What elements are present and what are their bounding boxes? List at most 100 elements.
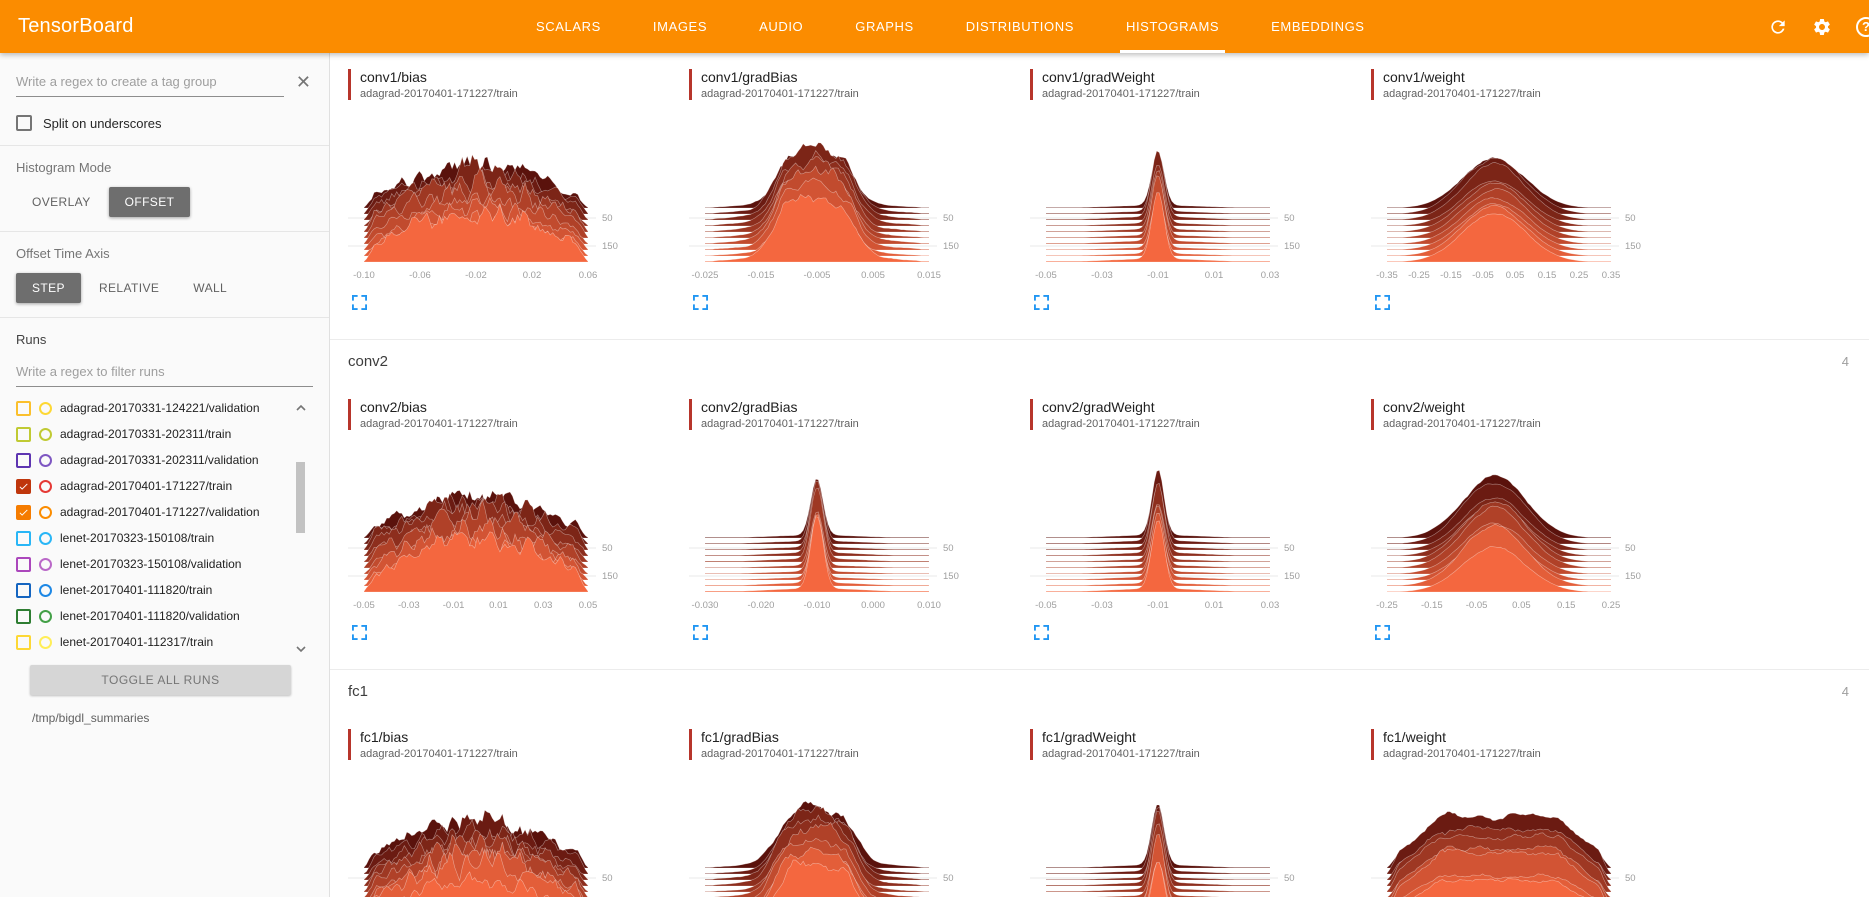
svg-text:0.010: 0.010 bbox=[917, 600, 941, 611]
svg-text:50: 50 bbox=[943, 213, 954, 224]
run-item[interactable]: adagrad-20170401-171227/train bbox=[16, 473, 285, 499]
expand-chart-button[interactable] bbox=[691, 295, 709, 313]
svg-text:50: 50 bbox=[602, 543, 613, 554]
svg-text:-0.15: -0.15 bbox=[1421, 600, 1443, 611]
run-checkbox-icon[interactable] bbox=[16, 635, 31, 650]
histogram-chart[interactable]: 50 150 -0.10 -0.06 -0.02 0.02 0.06 bbox=[348, 112, 648, 286]
svg-text:0.06: 0.06 bbox=[579, 270, 598, 281]
log-directory-path: /tmp/bigdl_summaries bbox=[32, 711, 150, 725]
run-item[interactable]: lenet-20170323-150108/train bbox=[16, 525, 285, 551]
run-color-circle-icon bbox=[39, 532, 52, 545]
card-title: conv2/gradBias bbox=[701, 399, 798, 415]
tab-scalars[interactable]: SCALARS bbox=[536, 19, 601, 34]
mode-offset-button[interactable]: OFFSET bbox=[108, 187, 191, 217]
histogram-chart[interactable]: 50 150 -0.25 -0.15 -0.05 0.05 0.15 0.25 bbox=[1371, 442, 1671, 616]
histogram-chart[interactable]: 50 150 -0.05 -0.03 -0.01 0.01 0.03 bbox=[1030, 442, 1330, 616]
run-checkbox-icon[interactable] bbox=[16, 427, 31, 442]
scroll-up-icon[interactable] bbox=[295, 399, 307, 411]
section-header-fc1[interactable]: fc1 4 bbox=[330, 669, 1869, 713]
help-icon[interactable]: ? bbox=[1855, 16, 1869, 38]
histogram-card: conv2/gradBias adagrad-20170401-171227/tr… bbox=[687, 397, 1028, 659]
run-checkbox-icon[interactable] bbox=[16, 479, 31, 494]
run-checkbox-icon[interactable] bbox=[16, 557, 31, 572]
run-checkbox-icon[interactable] bbox=[16, 609, 31, 624]
card-title: conv2/gradWeight bbox=[1042, 399, 1155, 415]
expand-chart-button[interactable] bbox=[350, 625, 368, 643]
histogram-chart[interactable]: 50 150 -0.030 -0.020 -0.010 0.000 0.010 bbox=[689, 442, 989, 616]
card-run-name: adagrad-20170401-171227/train bbox=[360, 88, 518, 100]
histogram-mode-label: Histogram Mode bbox=[16, 160, 112, 175]
svg-text:50: 50 bbox=[1284, 543, 1295, 554]
histogram-chart[interactable]: 50 150 -0.025 -0.015 -0.005 0.005 0.015 bbox=[689, 112, 989, 286]
svg-text:-0.05: -0.05 bbox=[1035, 270, 1057, 281]
refresh-icon[interactable] bbox=[1767, 16, 1789, 38]
axis-relative-button[interactable]: RELATIVE bbox=[83, 273, 175, 303]
runs-scrollbar bbox=[293, 399, 309, 653]
expand-chart-button[interactable] bbox=[1032, 625, 1050, 643]
run-item[interactable]: lenet-20170401-111820/validation bbox=[16, 603, 285, 629]
offset-time-axis-label: Offset Time Axis bbox=[16, 246, 110, 261]
expand-chart-button[interactable] bbox=[1373, 625, 1391, 643]
run-item[interactable]: adagrad-20170401-171227/validation bbox=[16, 499, 285, 525]
histogram-card: conv2/bias adagrad-20170401-171227/train 5… bbox=[346, 397, 687, 659]
svg-text:50: 50 bbox=[943, 543, 954, 554]
histogram-chart[interactable]: 50 150 -0.35 -0.25 -0.15 -0.05 0.05 0.15 0.25 0.3… bbox=[1371, 112, 1671, 286]
svg-text:0.01: 0.01 bbox=[1205, 270, 1224, 281]
svg-text:0.000: 0.000 bbox=[861, 600, 885, 611]
scrollbar-thumb[interactable] bbox=[296, 462, 305, 533]
scroll-down-icon[interactable] bbox=[295, 641, 307, 653]
split-underscores-checkbox-row[interactable]: Split on underscores bbox=[16, 115, 313, 131]
expand-chart-button[interactable] bbox=[350, 295, 368, 313]
tab-histograms[interactable]: HISTOGRAMS bbox=[1100, 0, 1245, 53]
histogram-chart[interactable]: 50 150 -0.05 -0.03 -0.01 0.01 0.03 0.05 bbox=[348, 442, 648, 616]
close-icon[interactable]: ✕ bbox=[295, 72, 311, 92]
run-item[interactable]: lenet-20170323-150108/validation bbox=[16, 551, 285, 577]
tab-embeddings[interactable]: EMBEDDINGS bbox=[1271, 19, 1365, 34]
run-checkbox-icon[interactable] bbox=[16, 401, 31, 416]
card-header: conv1/gradBias adagrad-20170401-171227/tr… bbox=[689, 69, 1022, 100]
settings-gear-icon[interactable] bbox=[1811, 16, 1833, 38]
svg-text:50: 50 bbox=[602, 873, 613, 884]
svg-text:0.25: 0.25 bbox=[1602, 600, 1621, 611]
histogram-chart[interactable]: 50 150 -0.05 -0.03 -0.01 0.01 0.03 bbox=[1030, 112, 1330, 286]
runs-regex-input[interactable] bbox=[16, 357, 313, 387]
run-color-circle-icon bbox=[39, 636, 52, 649]
offset-time-axis-options: STEP RELATIVE WALL bbox=[16, 273, 313, 303]
run-item[interactable]: lenet-20170401-111820/train bbox=[16, 577, 285, 603]
toggle-all-runs-button[interactable]: TOGGLE ALL RUNS bbox=[30, 665, 291, 695]
card-title: fc1/bias bbox=[360, 729, 409, 745]
tab-distributions[interactable]: DISTRIBUTIONS bbox=[965, 19, 1074, 34]
svg-text:-0.25: -0.25 bbox=[1408, 270, 1430, 281]
expand-chart-button[interactable] bbox=[1032, 295, 1050, 313]
card-title: conv2/weight bbox=[1383, 399, 1465, 415]
section-header-conv2[interactable]: conv2 4 bbox=[330, 339, 1869, 383]
run-item[interactable]: adagrad-20170331-202311/train bbox=[16, 421, 285, 447]
chart-area: 50 150 -0.05 -0.03 -0.01 0.01 0.03 0.05 bbox=[348, 442, 681, 621]
expand-chart-button[interactable] bbox=[1373, 295, 1391, 313]
run-checkbox-icon[interactable] bbox=[16, 583, 31, 598]
tab-images[interactable]: IMAGES bbox=[652, 19, 708, 34]
run-item[interactable]: adagrad-20170331-202311/validation bbox=[16, 447, 285, 473]
tab-graphs[interactable]: GRAPHS bbox=[855, 19, 914, 34]
checkbox-icon[interactable] bbox=[16, 115, 32, 131]
card-title: conv1/weight bbox=[1383, 69, 1465, 85]
run-checkbox-icon[interactable] bbox=[16, 505, 31, 520]
expand-chart-button[interactable] bbox=[691, 625, 709, 643]
mode-overlay-button[interactable]: OVERLAY bbox=[16, 187, 107, 217]
run-checkbox-icon[interactable] bbox=[16, 531, 31, 546]
app-header: TensorBoard SCALARS IMAGES AUDIO GRAPHS DIST… bbox=[0, 0, 1869, 53]
tab-audio[interactable]: AUDIO bbox=[759, 19, 804, 34]
run-item[interactable]: lenet-20170401-112317/train bbox=[16, 629, 285, 655]
run-checkbox-icon[interactable] bbox=[16, 453, 31, 468]
tag-regex-input[interactable] bbox=[16, 67, 284, 97]
svg-text:150: 150 bbox=[1625, 241, 1641, 252]
run-item[interactable]: adagrad-20170331-124221/validation bbox=[16, 395, 285, 421]
axis-step-button[interactable]: STEP bbox=[16, 273, 81, 303]
svg-text:0.03: 0.03 bbox=[534, 600, 553, 611]
axis-wall-button[interactable]: WALL bbox=[177, 273, 243, 303]
run-color-circle-icon bbox=[39, 428, 52, 441]
